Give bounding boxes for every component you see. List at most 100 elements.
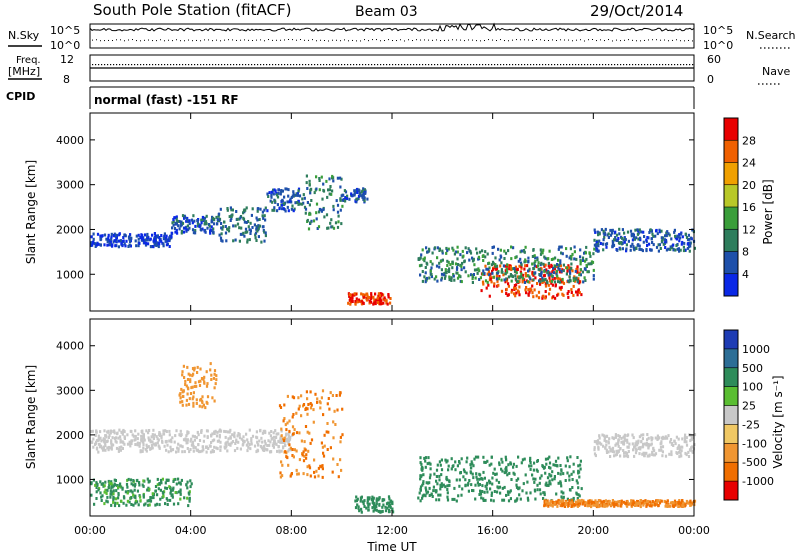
range-cell — [209, 228, 212, 232]
range-cell — [518, 264, 521, 268]
range-cell — [513, 269, 517, 273]
range-cell — [197, 222, 200, 226]
range-cell — [110, 439, 113, 443]
range-cell — [375, 497, 378, 501]
range-cell — [281, 207, 284, 211]
range-cell — [571, 502, 574, 506]
range-cell — [228, 215, 231, 219]
range-cell — [491, 269, 494, 273]
range-cell — [306, 201, 309, 204]
range-cell — [208, 224, 211, 228]
range-cell — [157, 245, 160, 249]
range-cell — [273, 208, 276, 212]
colorbar-segment — [724, 118, 738, 141]
range-cell — [339, 440, 342, 444]
range-cell — [130, 439, 134, 443]
range-cell — [548, 265, 551, 269]
nave-dot — [260, 64, 262, 66]
range-cell — [533, 461, 536, 465]
nave-dot — [557, 64, 559, 66]
range-cell — [549, 503, 553, 507]
range-cell — [115, 497, 118, 501]
range-cell — [680, 445, 683, 449]
range-cell — [623, 451, 626, 455]
colorbar-tick-label: 20 — [742, 179, 756, 192]
range-cell — [645, 504, 648, 508]
range-cell — [488, 273, 491, 277]
range-cell — [553, 477, 556, 481]
range-cell — [191, 221, 194, 225]
range-cell — [209, 231, 212, 235]
range-cell — [559, 472, 562, 476]
range-cell — [448, 267, 451, 271]
range-cell — [544, 277, 547, 281]
range-cell — [142, 484, 145, 488]
nave-dot — [623, 64, 625, 66]
range-cell — [574, 503, 577, 507]
range-cell — [292, 209, 295, 213]
colorbar-tick-label: -500 — [742, 456, 767, 469]
nave-dot — [272, 64, 274, 66]
nsearch-dot — [152, 40, 153, 42]
range-cell — [608, 445, 611, 449]
range-cell — [162, 494, 165, 498]
range-cell — [622, 449, 625, 452]
range-cell — [90, 493, 93, 497]
range-cell — [527, 256, 530, 260]
range-cell — [205, 370, 208, 374]
range-cell — [164, 486, 167, 490]
range-cell — [280, 434, 283, 438]
range-cell — [255, 239, 258, 242]
range-cell — [591, 260, 595, 264]
range-cell — [158, 238, 161, 242]
range-cell — [228, 430, 231, 434]
range-cell — [531, 270, 534, 274]
range-cell — [167, 238, 170, 242]
range-cell — [274, 189, 277, 193]
range-cell — [474, 483, 477, 487]
range-cell — [562, 472, 565, 476]
range-cell — [113, 239, 116, 243]
range-cell — [210, 229, 213, 232]
range-cell — [435, 275, 438, 279]
range-cell — [288, 439, 291, 442]
range-cell — [445, 271, 448, 274]
range-cell — [322, 182, 325, 186]
nave-dot — [314, 64, 316, 66]
range-cell — [584, 279, 587, 282]
range-cell — [198, 384, 202, 387]
range-cell — [566, 471, 569, 475]
range-cell — [625, 454, 628, 458]
range-cell — [104, 448, 107, 452]
range-cell — [200, 218, 203, 222]
range-cell — [378, 299, 382, 303]
range-cell — [361, 189, 364, 193]
range-cell — [585, 263, 588, 267]
range-cell — [368, 299, 372, 303]
range-cell — [318, 188, 321, 192]
range-cell — [121, 440, 124, 444]
range-cell — [339, 391, 342, 395]
range-cell — [361, 500, 364, 504]
nave-dot — [203, 64, 205, 66]
range-cell — [438, 478, 441, 482]
nsearch-dot — [500, 39, 501, 41]
range-cell — [523, 281, 527, 284]
range-cell — [658, 228, 661, 232]
range-cell — [193, 385, 196, 388]
range-cell — [337, 475, 340, 479]
range-cell — [579, 467, 582, 471]
range-cell — [107, 479, 110, 483]
range-cell — [466, 456, 469, 460]
range-cell — [544, 502, 547, 506]
range-cell — [272, 445, 275, 449]
range-cell — [106, 243, 109, 247]
range-cell — [269, 199, 272, 203]
range-cell — [542, 491, 545, 495]
nsearch-dot — [440, 40, 441, 42]
range-cell — [114, 501, 117, 505]
nsearch-dot — [548, 40, 549, 42]
range-cell — [194, 381, 197, 385]
nave-dot — [377, 64, 379, 66]
range-cell — [143, 438, 146, 442]
